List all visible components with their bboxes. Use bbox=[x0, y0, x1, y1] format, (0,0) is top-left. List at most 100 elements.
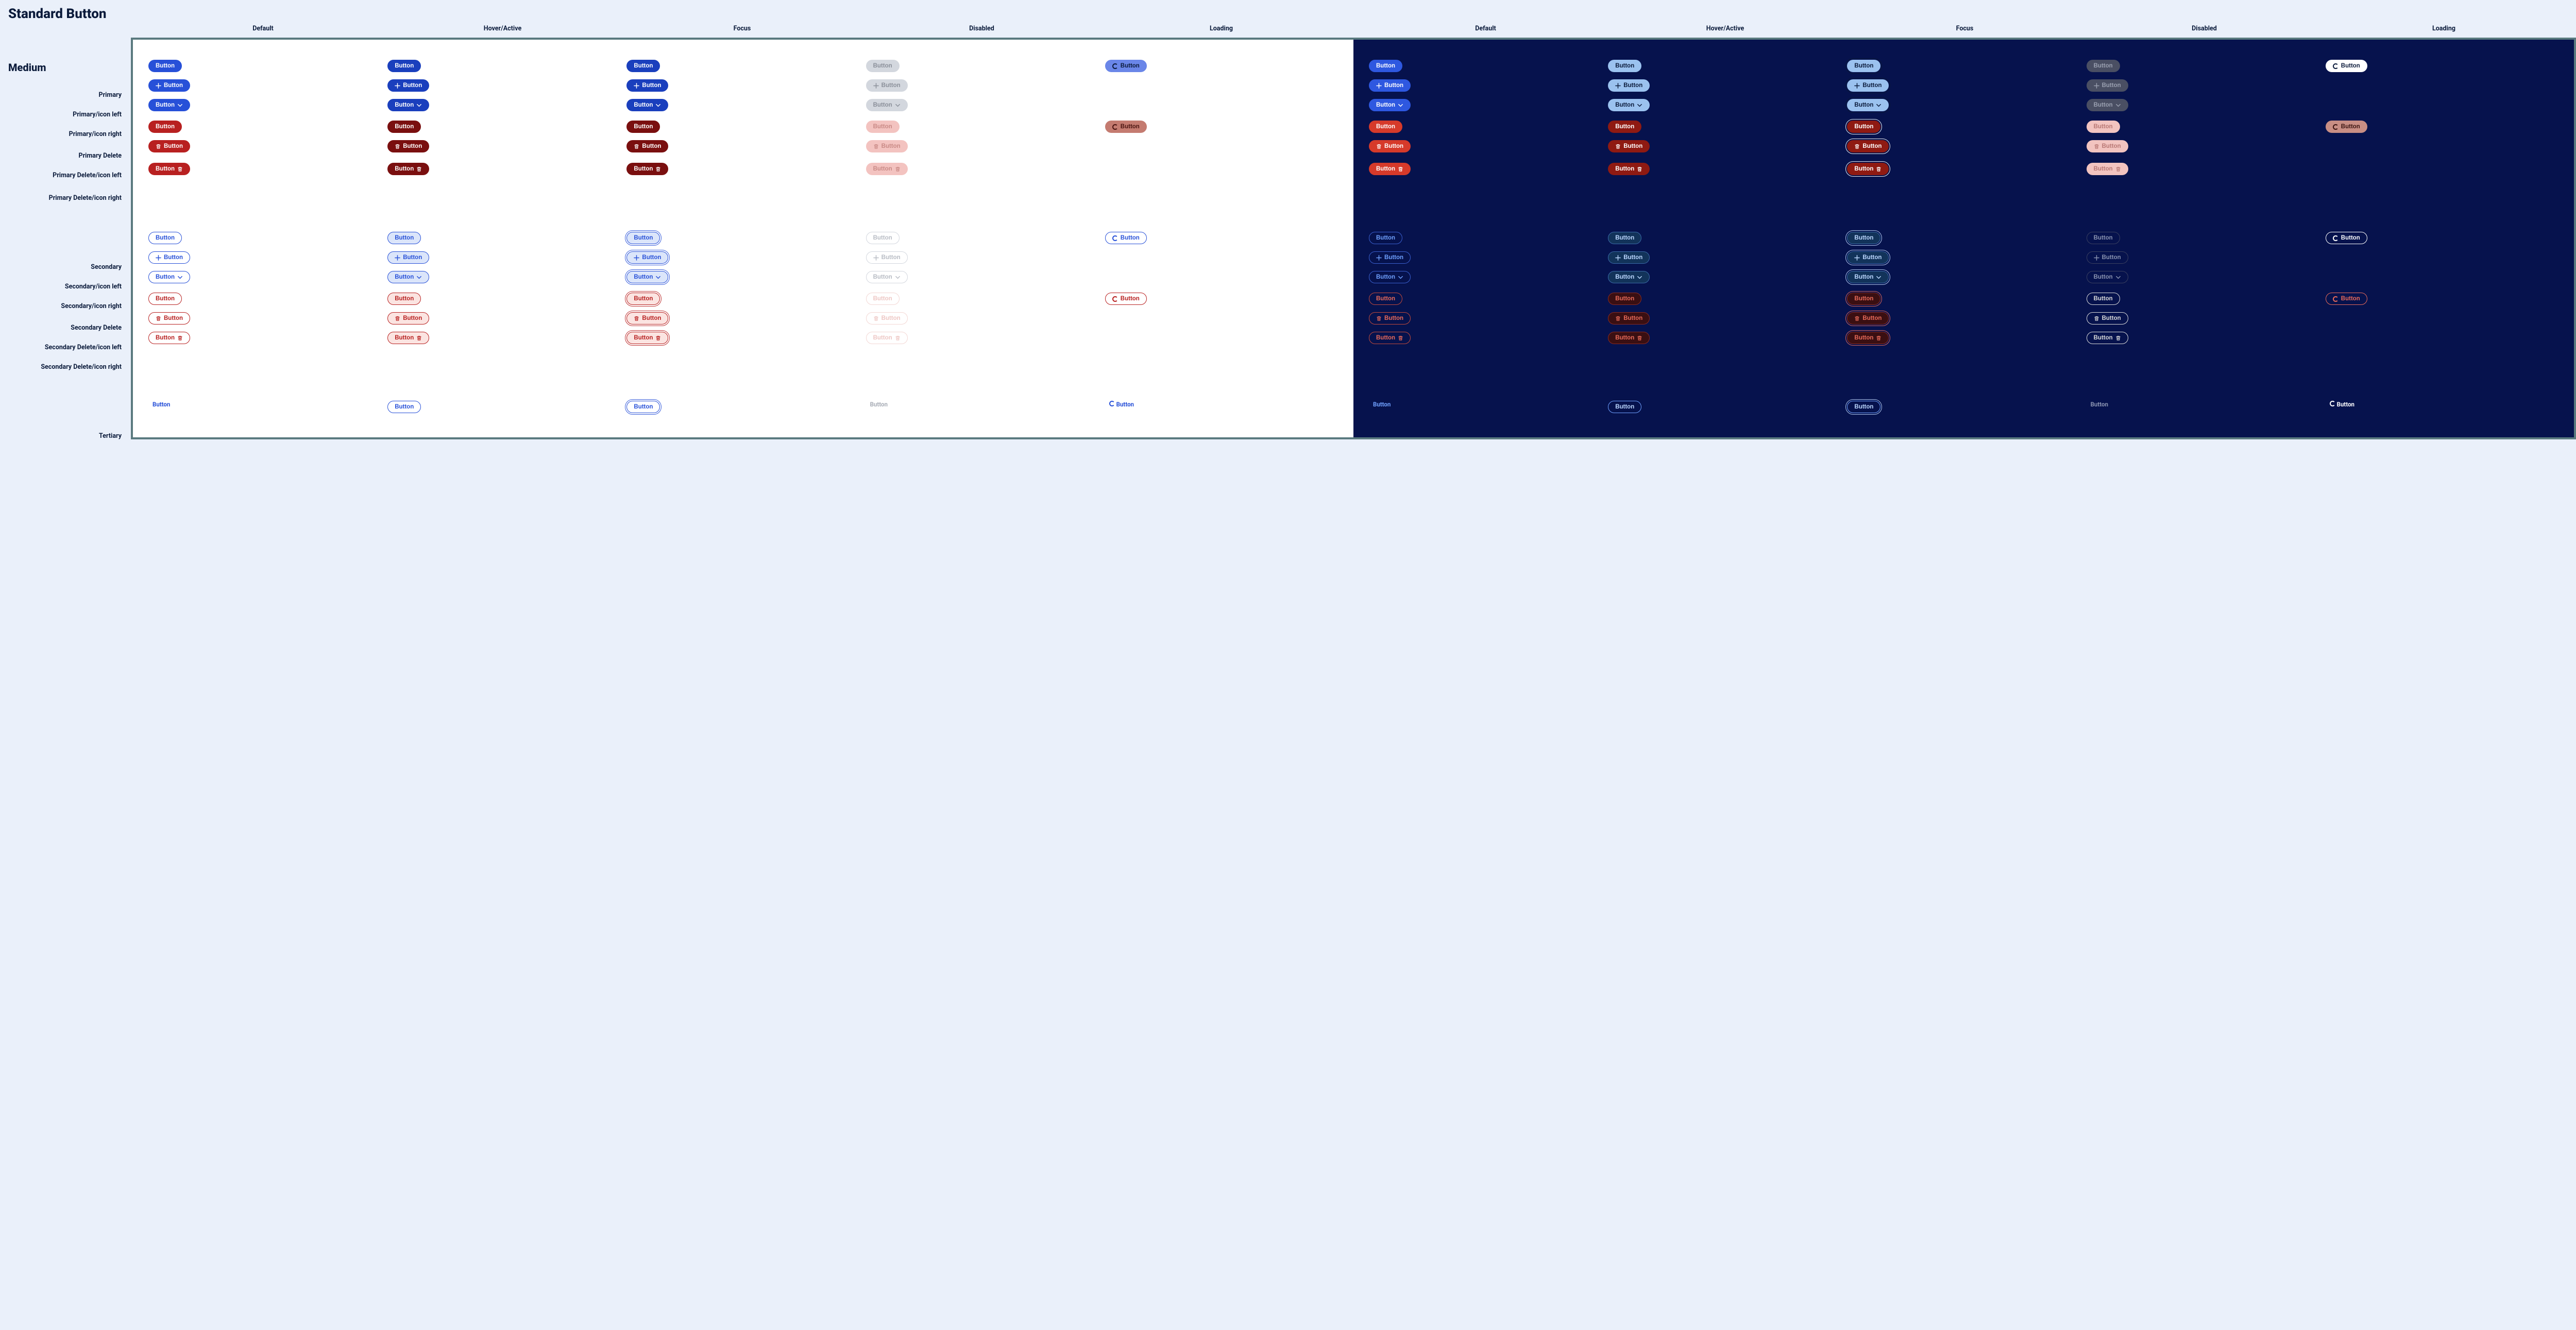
standard-button[interactable]: Button bbox=[1847, 79, 1889, 92]
standard-button[interactable]: Button bbox=[387, 293, 421, 305]
standard-button[interactable]: Button bbox=[1105, 293, 1147, 305]
standard-button[interactable]: Button bbox=[387, 271, 429, 283]
standard-button[interactable]: Button bbox=[148, 232, 182, 244]
tertiary-button[interactable]: Button bbox=[1847, 401, 1880, 413]
standard-button[interactable]: Button bbox=[626, 121, 660, 133]
standard-button[interactable]: Button bbox=[1369, 60, 1402, 72]
empty-cell bbox=[2323, 159, 2562, 179]
standard-button[interactable]: Button bbox=[1847, 60, 1880, 72]
standard-button[interactable]: Button bbox=[148, 60, 182, 72]
standard-button[interactable]: Button bbox=[148, 140, 190, 152]
standard-button[interactable]: Button bbox=[1608, 79, 1650, 92]
standard-button[interactable]: Button bbox=[1369, 121, 1402, 133]
standard-button[interactable]: Button bbox=[1608, 312, 1650, 325]
standard-button[interactable]: Button bbox=[1608, 121, 1641, 133]
standard-button[interactable]: Button bbox=[1608, 140, 1650, 152]
standard-button[interactable]: Button bbox=[387, 121, 421, 133]
tertiary-button[interactable]: Button bbox=[1369, 401, 1395, 413]
standard-button[interactable]: Button bbox=[1105, 60, 1147, 72]
standard-button[interactable]: Button bbox=[387, 60, 421, 72]
standard-button[interactable]: Button bbox=[148, 332, 190, 344]
standard-button[interactable]: Button bbox=[2326, 232, 2367, 244]
standard-button[interactable]: Button bbox=[148, 163, 190, 175]
standard-button[interactable]: Button bbox=[1608, 251, 1650, 264]
standard-button[interactable]: Button bbox=[1105, 232, 1147, 244]
standard-button[interactable]: Button bbox=[626, 163, 668, 175]
standard-button[interactable]: Button bbox=[1369, 251, 1411, 264]
standard-button[interactable]: Button bbox=[626, 293, 660, 305]
standard-button[interactable]: Button bbox=[387, 332, 429, 344]
standard-button[interactable]: Button bbox=[387, 163, 429, 175]
tertiary-button[interactable]: Button bbox=[387, 401, 421, 413]
standard-button[interactable]: Button bbox=[1105, 121, 1147, 133]
tertiary-button[interactable]: Button bbox=[1105, 401, 1138, 413]
standard-button[interactable]: Button bbox=[387, 232, 421, 244]
standard-button[interactable]: Button bbox=[626, 332, 668, 344]
standard-button[interactable]: Button bbox=[148, 121, 182, 133]
standard-button[interactable]: Button bbox=[626, 60, 660, 72]
standard-button[interactable]: Button bbox=[1369, 293, 1402, 305]
standard-button[interactable]: Button bbox=[626, 140, 668, 152]
button-label: Button bbox=[1376, 296, 1395, 302]
standard-button[interactable]: Button bbox=[1847, 140, 1889, 152]
standard-button[interactable]: Button bbox=[626, 232, 660, 244]
standard-button[interactable]: Button bbox=[1369, 79, 1411, 92]
standard-button[interactable]: Button bbox=[148, 251, 190, 264]
standard-button[interactable]: Button bbox=[626, 271, 668, 283]
tertiary-button[interactable]: Button bbox=[1608, 401, 1641, 413]
standard-button[interactable]: Button bbox=[626, 79, 668, 92]
standard-button[interactable]: Button bbox=[626, 99, 668, 111]
tertiary-button[interactable]: Button bbox=[2326, 401, 2359, 413]
standard-button[interactable]: Button bbox=[1369, 312, 1411, 325]
standard-button[interactable]: Button bbox=[148, 79, 190, 92]
standard-button[interactable]: Button bbox=[1847, 99, 1889, 111]
standard-button[interactable]: Button bbox=[387, 312, 429, 325]
spinner-icon bbox=[1112, 63, 1118, 69]
standard-button[interactable]: Button bbox=[1847, 232, 1880, 244]
button-label: Button bbox=[395, 166, 414, 172]
standard-button[interactable]: Button bbox=[1847, 251, 1889, 264]
standard-button[interactable]: Button bbox=[387, 251, 429, 264]
button-cell: Button bbox=[1605, 95, 1844, 115]
standard-button[interactable]: Button bbox=[626, 251, 668, 264]
standard-button[interactable]: Button bbox=[148, 293, 182, 305]
standard-button[interactable]: Button bbox=[1369, 232, 1402, 244]
plus-icon bbox=[395, 255, 400, 261]
standard-button[interactable]: Button bbox=[1608, 332, 1650, 344]
standard-button[interactable]: Button bbox=[2326, 60, 2367, 72]
standard-button[interactable]: Button bbox=[387, 99, 429, 111]
standard-button[interactable]: Button bbox=[148, 312, 190, 325]
button-cell: Button bbox=[1366, 159, 1605, 179]
standard-button[interactable]: Button bbox=[148, 99, 190, 111]
standard-button[interactable]: Button bbox=[387, 140, 429, 152]
standard-button[interactable]: Button bbox=[2326, 121, 2367, 133]
standard-button[interactable]: Button bbox=[1847, 121, 1880, 133]
tertiary-button[interactable]: Button bbox=[148, 401, 174, 413]
standard-button[interactable]: Button bbox=[1608, 99, 1650, 111]
standard-button[interactable]: Button bbox=[1369, 140, 1411, 152]
standard-button[interactable]: Button bbox=[1847, 293, 1880, 305]
standard-button[interactable]: Button bbox=[1608, 271, 1650, 283]
standard-button[interactable]: Button bbox=[2326, 293, 2367, 305]
tertiary-button[interactable]: Button bbox=[626, 401, 660, 413]
standard-button[interactable]: Button bbox=[626, 312, 668, 325]
standard-button[interactable]: Button bbox=[387, 79, 429, 92]
standard-button[interactable]: Button bbox=[1608, 163, 1650, 175]
standard-button[interactable]: Button bbox=[1608, 293, 1641, 305]
standard-button[interactable]: Button bbox=[1847, 332, 1889, 344]
standard-button[interactable]: Button bbox=[1369, 332, 1411, 344]
button-cell: Button bbox=[384, 267, 623, 287]
standard-button[interactable]: Button bbox=[1608, 60, 1641, 72]
standard-button[interactable]: Button bbox=[1369, 99, 1411, 111]
standard-button[interactable]: Button bbox=[1847, 271, 1889, 283]
standard-button[interactable]: Button bbox=[1847, 312, 1889, 325]
button-label: Button bbox=[403, 82, 422, 89]
button-label: Button bbox=[1862, 143, 1882, 149]
standard-button[interactable]: Button bbox=[1847, 163, 1889, 175]
standard-button[interactable]: Button bbox=[1369, 163, 1411, 175]
button-cell: Button bbox=[1102, 56, 1341, 76]
standard-button[interactable]: Button bbox=[1608, 232, 1641, 244]
standard-button[interactable]: Button bbox=[148, 271, 190, 283]
standard-button[interactable]: Button bbox=[1369, 271, 1411, 283]
button-label: Button bbox=[634, 404, 653, 410]
